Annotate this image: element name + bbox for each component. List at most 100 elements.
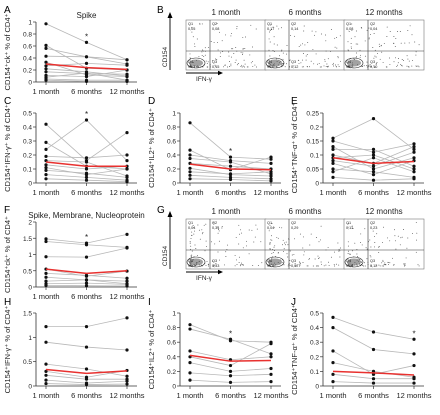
event-dot [228, 55, 230, 57]
flow-plot-title: 1 month [212, 207, 241, 216]
event-dot [415, 65, 417, 67]
event-dot [383, 265, 385, 267]
event-dot [230, 35, 232, 37]
data-point [44, 122, 48, 126]
data-point [188, 156, 192, 161]
event-dot [271, 222, 273, 224]
event-dot [234, 62, 236, 64]
event-dot [381, 262, 383, 264]
data-point [84, 243, 89, 247]
event-dot [360, 27, 362, 28]
event-dot [379, 265, 381, 267]
quadrant-q4-name: Q4 [346, 60, 351, 64]
event-dot [242, 36, 244, 38]
event-dot [224, 64, 226, 66]
event-dot [203, 56, 205, 58]
event-dot [386, 66, 388, 68]
y-axis-label: CD154⁺TNF-α⁺ % of CD4⁺ [290, 103, 299, 194]
event-dot [189, 53, 191, 55]
event-dot [334, 251, 336, 253]
chart-d: 0 0.2 0.4 0.6 0.8 1 1 month 6 months 12 months CD… [147, 108, 289, 197]
event-dot [325, 264, 327, 266]
event-dot [294, 265, 296, 267]
event-dot [248, 229, 250, 231]
event-dot [299, 264, 301, 266]
event-dot [393, 36, 395, 37]
y-tick-label: 0.5 [23, 268, 32, 275]
event-dot [234, 265, 236, 267]
event-dot [336, 37, 338, 39]
event-dot [282, 239, 284, 241]
data-point [44, 325, 48, 329]
event-dot [208, 265, 209, 267]
event-dot [357, 256, 358, 258]
event-dot [241, 264, 243, 266]
data-point [188, 327, 192, 331]
event-dot [289, 66, 291, 68]
event-dot [241, 66, 243, 68]
event-dot [408, 42, 410, 44]
data-point [84, 273, 89, 277]
event-dot [393, 264, 395, 266]
quadrant-q3-name: Q3 [212, 259, 217, 263]
x-tick-label: 1 month [32, 391, 59, 400]
event-dot [193, 233, 195, 235]
flow-y-label: CD154 [162, 46, 169, 67]
event-dot [384, 264, 386, 266]
event-dot [294, 35, 296, 37]
x-tick-label: 12 months [109, 188, 144, 197]
event-dot [379, 46, 380, 48]
event-dot [370, 265, 372, 267]
event-dot [211, 241, 212, 243]
event-dot [236, 264, 238, 266]
y-tick-label: 0.6 [23, 44, 32, 51]
population-contour [265, 57, 285, 69]
data-point [371, 381, 376, 385]
event-dot [409, 25, 411, 27]
data-point [331, 372, 335, 376]
event-dot [273, 51, 275, 52]
y-axis-label: CD154⁺TNF-α⁺ % of CD4⁺ [290, 304, 299, 395]
data-point [44, 373, 48, 377]
data-point [331, 136, 335, 140]
y-tick-label: 0 [28, 181, 32, 188]
event-dot [366, 248, 368, 250]
data-point [412, 381, 416, 385]
event-dot [303, 251, 305, 253]
event-dot [273, 226, 275, 228]
event-dot [387, 261, 389, 263]
arrow-up-icon [167, 12, 173, 18]
event-dot [292, 65, 294, 67]
event-dot [382, 241, 383, 243]
data-point [44, 271, 48, 275]
event-dot [406, 247, 408, 249]
event-dot [279, 55, 280, 57]
event-dot [329, 50, 331, 52]
quadrant-q1-name: Q1 [188, 221, 193, 225]
quadrant-q2-name: Q2 [212, 22, 217, 26]
data-point [188, 378, 192, 382]
event-dot [268, 38, 270, 40]
event-dot [349, 253, 351, 255]
event-dot [305, 59, 307, 61]
data-point [228, 160, 233, 164]
quadrant-q1-name: Q1 [267, 22, 272, 26]
event-dot [394, 46, 396, 48]
event-dot [271, 29, 273, 31]
event-dot [332, 62, 334, 64]
quadrant-q4-name: Q4 [267, 60, 272, 64]
event-dot [226, 248, 228, 250]
x-tick-label: 6 months [358, 391, 389, 400]
data-point [125, 276, 129, 280]
data-point [84, 71, 89, 75]
event-dot [289, 260, 291, 262]
quadrant-q2-value: 0,04 [370, 27, 377, 31]
event-dot [298, 261, 300, 263]
event-dot [318, 257, 320, 259]
event-dot [303, 66, 305, 68]
event-dot [383, 226, 385, 228]
event-dot [299, 263, 301, 264]
quadrant-q3-name: Q3 [212, 60, 217, 64]
quadrant-q2-value: 0,23 [370, 226, 377, 230]
